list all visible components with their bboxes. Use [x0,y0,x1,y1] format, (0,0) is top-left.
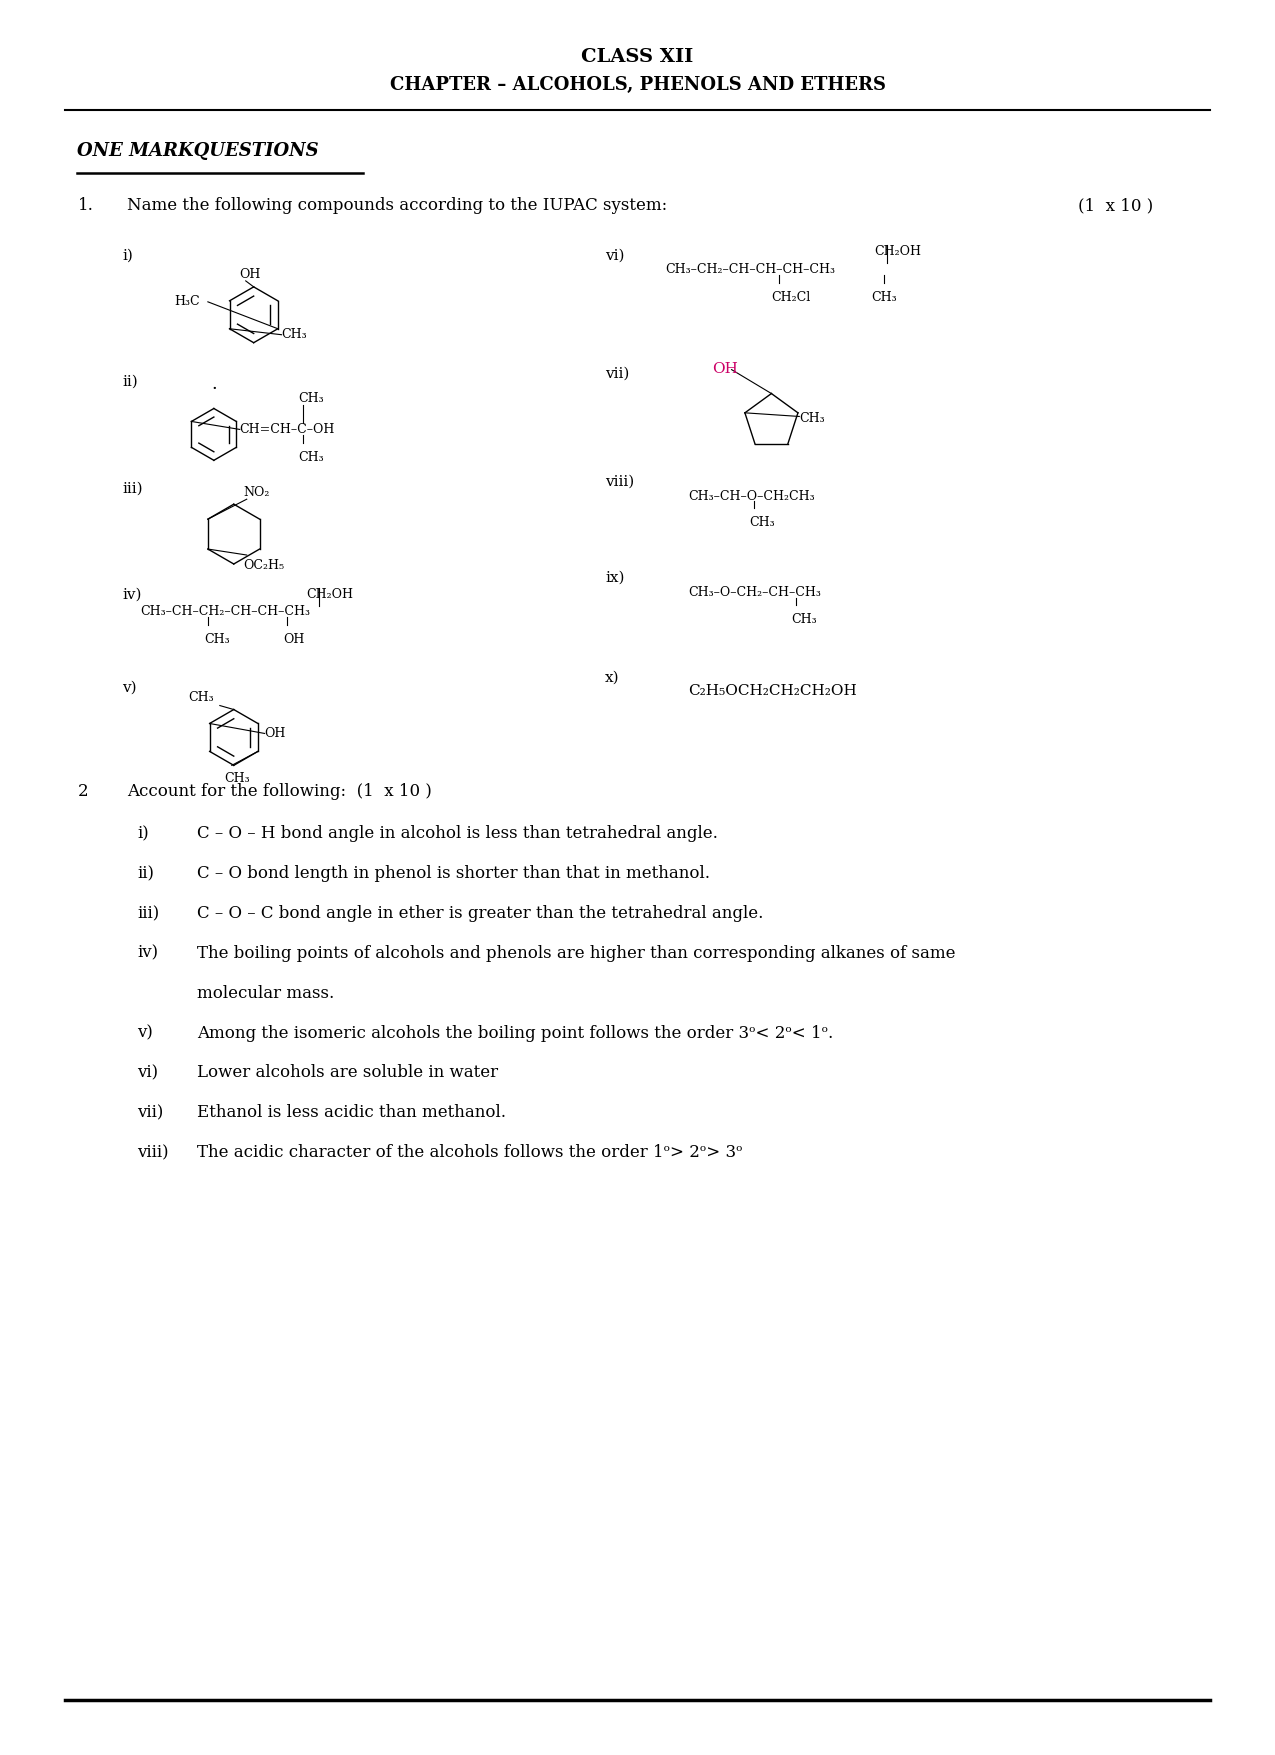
Text: i): i) [122,249,133,263]
Text: CHAPTER – ALCOHOLS, PHENOLS AND ETHERS: CHAPTER – ALCOHOLS, PHENOLS AND ETHERS [389,75,886,93]
Text: CH₃: CH₃ [204,634,230,646]
Text: CH₂OH: CH₂OH [306,588,353,600]
Text: iv): iv) [138,944,158,962]
Text: OH: OH [265,727,286,741]
Text: v): v) [138,1025,153,1041]
Text: CH₃: CH₃ [282,328,307,340]
Text: Among the isomeric alcohols the boiling point follows the order 3ᵒ< 2ᵒ< 1ᵒ.: Among the isomeric alcohols the boiling … [196,1025,833,1041]
Text: ONE MARKQUESTIONS: ONE MARKQUESTIONS [78,142,319,160]
Text: OH: OH [283,634,305,646]
Text: vi): vi) [606,249,625,263]
Text: i): i) [138,825,149,842]
Text: OH: OH [711,362,737,376]
Text: molecular mass.: molecular mass. [196,985,334,1002]
Text: iii): iii) [138,906,159,921]
Text: CH₃: CH₃ [298,451,324,465]
Text: CH₃–O–CH₂–CH–CH₃: CH₃–O–CH₂–CH–CH₃ [687,586,821,600]
Text: CH=CH–C–OH: CH=CH–C–OH [240,423,335,435]
Text: v): v) [122,681,136,695]
Text: iv): iv) [122,588,142,602]
Text: (1  x 10 ): (1 x 10 ) [1079,197,1154,214]
Text: CH₃: CH₃ [799,412,825,425]
Text: OC₂H₅: OC₂H₅ [244,560,284,572]
Text: CH₃: CH₃ [224,772,250,784]
Text: CH₃: CH₃ [871,291,896,304]
Text: ii): ii) [138,865,154,883]
Text: CH₂OH: CH₂OH [873,246,921,258]
Text: Ethanol is less acidic than methanol.: Ethanol is less acidic than methanol. [196,1104,506,1121]
Text: CH₂Cl: CH₂Cl [771,291,811,304]
Text: CH₃–CH₂–CH–CH–CH–CH₃: CH₃–CH₂–CH–CH–CH–CH₃ [664,263,835,277]
Text: x): x) [606,670,620,684]
Text: C – O bond length in phenol is shorter than that in methanol.: C – O bond length in phenol is shorter t… [196,865,710,883]
Text: viii): viii) [138,1144,168,1162]
Text: CH₃–CH–CH₂–CH–CH–CH₃: CH₃–CH–CH₂–CH–CH–CH₃ [140,605,310,618]
Text: The boiling points of alcohols and phenols are higher than corresponding alkanes: The boiling points of alcohols and pheno… [196,944,955,962]
Text: CH₃–CH–O–CH₂CH₃: CH₃–CH–O–CH₂CH₃ [687,490,815,502]
Text: CLASS XII: CLASS XII [581,47,694,65]
Text: Lower alcohols are soluble in water: Lower alcohols are soluble in water [196,1064,499,1081]
Text: The acidic character of the alcohols follows the order 1ᵒ> 2ᵒ> 3ᵒ: The acidic character of the alcohols fol… [196,1144,742,1162]
Text: ii): ii) [122,374,138,388]
Text: 2: 2 [78,783,88,800]
Text: C – O – C bond angle in ether is greater than the tetrahedral angle.: C – O – C bond angle in ether is greater… [196,906,764,921]
Text: Account for the following:  (1  x 10 ): Account for the following: (1 x 10 ) [128,783,432,800]
Text: CH₃: CH₃ [792,612,817,627]
Text: viii): viii) [606,474,635,488]
Text: iii): iii) [122,481,143,495]
Text: OH: OH [240,269,261,281]
Text: ix): ix) [606,570,625,584]
Text: CH₃: CH₃ [750,516,775,530]
Text: H₃C: H₃C [175,295,200,309]
Text: vi): vi) [138,1064,158,1081]
Text: vii): vii) [606,367,630,381]
Text: NO₂: NO₂ [244,486,270,498]
Text: C₂H₅OCH₂CH₂CH₂OH: C₂H₅OCH₂CH₂CH₂OH [687,684,857,697]
Text: 1.: 1. [78,197,93,214]
Text: C – O – H bond angle in alcohol is less than tetrahedral angle.: C – O – H bond angle in alcohol is less … [196,825,718,842]
Text: ·: · [212,379,218,398]
Text: Name the following compounds according to the IUPAC system:: Name the following compounds according t… [128,197,668,214]
Text: CH₃: CH₃ [298,391,324,404]
Text: vii): vii) [138,1104,163,1121]
Text: CH₃: CH₃ [189,690,214,704]
